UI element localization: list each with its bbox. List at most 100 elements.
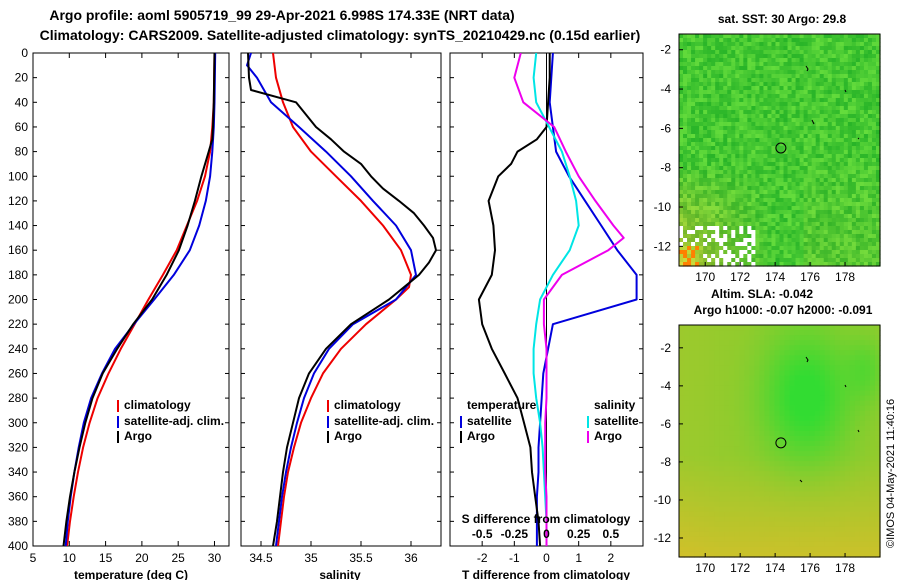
heatmap-cell xyxy=(844,471,851,477)
heatmap-cell xyxy=(851,162,857,167)
heatmap-cell xyxy=(731,226,736,231)
heatmap-cell xyxy=(874,536,881,543)
heatmap-cell xyxy=(863,54,869,59)
heatmap-cell xyxy=(679,501,685,508)
heatmap-cell xyxy=(871,226,877,231)
heatmap-cell xyxy=(809,531,816,538)
heatmap-cell xyxy=(743,194,748,199)
heatmap-cell xyxy=(709,345,715,351)
heatmap-cell xyxy=(839,102,845,107)
heatmap-cell xyxy=(727,86,732,91)
heatmap-cell xyxy=(687,170,692,175)
heatmap-cell xyxy=(694,350,700,356)
heatmap-cell xyxy=(815,78,821,83)
heatmap-cell xyxy=(719,146,724,151)
heatmap-cell xyxy=(831,138,837,143)
heatmap-cell xyxy=(711,250,716,255)
heatmap-cell xyxy=(769,546,776,553)
heatmap-cell xyxy=(751,246,756,251)
heatmap-cell xyxy=(804,405,811,412)
heatmap-cell xyxy=(719,110,724,115)
heatmap-cell xyxy=(814,546,821,553)
heatmap-cell xyxy=(814,446,821,452)
heatmap-cell xyxy=(731,158,736,163)
heatmap-cell xyxy=(715,218,720,223)
heatmap-cell xyxy=(779,526,786,533)
heatmap-cell xyxy=(863,122,869,127)
heatmap-cell xyxy=(859,531,866,538)
legend-label-satellite-adj: satellite-adj. clim. xyxy=(124,414,224,428)
heatmap-cell xyxy=(724,511,730,518)
heatmap-cell xyxy=(795,106,801,111)
heatmap-cell xyxy=(847,254,853,259)
heatmap-cell xyxy=(694,395,700,402)
heatmap-cell xyxy=(727,198,732,203)
heatmap-cell xyxy=(794,481,801,487)
heatmap-cell xyxy=(799,501,806,508)
heatmap-cell xyxy=(767,238,773,243)
heatmap-cell xyxy=(831,262,837,267)
heatmap-cell xyxy=(711,154,716,159)
heatmap-cell xyxy=(779,238,785,243)
heatmap-cell xyxy=(727,134,732,139)
heatmap-cell xyxy=(704,466,710,472)
heatmap-cell xyxy=(819,182,825,187)
heatmap-cell xyxy=(719,214,724,219)
heatmap-cell xyxy=(767,154,773,159)
heatmap-cell xyxy=(729,380,735,387)
heatmap-cell xyxy=(829,430,836,437)
heatmap-cell xyxy=(815,234,821,239)
heatmap-cell xyxy=(724,390,730,397)
heatmap-cell xyxy=(779,182,785,187)
heatmap-cell xyxy=(794,511,801,518)
heatmap-cell xyxy=(735,246,740,251)
heatmap-cell xyxy=(783,34,789,39)
heatmap-cell xyxy=(804,521,811,528)
heatmap-cell xyxy=(834,471,841,477)
heatmap-cell xyxy=(867,118,873,123)
heatmap-cell xyxy=(695,222,700,227)
heatmap-cell xyxy=(707,234,712,239)
heatmap-cell xyxy=(727,106,732,111)
heatmap-cell xyxy=(863,102,869,107)
heatmap-cell xyxy=(774,365,781,371)
heatmap-cell xyxy=(767,250,773,255)
heatmap-cell xyxy=(723,126,728,131)
heatmap-cell xyxy=(819,425,826,432)
heatmap-cell xyxy=(779,511,786,518)
heatmap-cell xyxy=(834,481,841,487)
heatmap-cell xyxy=(827,114,833,119)
heatmap-cell xyxy=(815,138,821,143)
heatmap-cell xyxy=(809,400,816,407)
heatmap-cell xyxy=(779,154,785,159)
series-line-salinity-satellite xyxy=(532,53,580,546)
heatmap-cell xyxy=(727,218,732,223)
heatmap-cell xyxy=(719,471,725,477)
heatmap-cell xyxy=(709,496,715,503)
heatmap-cell xyxy=(771,198,777,203)
heatmap-cell xyxy=(839,415,846,422)
heatmap-cell xyxy=(834,430,841,437)
heatmap-cell xyxy=(699,206,704,211)
heatmap-cell xyxy=(704,486,710,493)
heatmap-cell xyxy=(679,385,685,392)
heatmap-cell xyxy=(724,385,730,392)
heatmap-cell xyxy=(714,335,720,341)
heatmap-cell xyxy=(851,154,857,159)
heatmap-cell xyxy=(719,230,724,235)
heatmap-cell xyxy=(867,206,873,211)
heatmap-cell xyxy=(735,122,740,127)
heatmap-cell xyxy=(687,90,692,95)
heatmap-cell xyxy=(714,385,720,392)
heatmap-cell xyxy=(779,410,786,417)
heatmap-cell xyxy=(847,138,853,143)
heatmap-cell xyxy=(771,154,777,159)
heatmap-cell xyxy=(704,425,710,432)
heatmap-cell xyxy=(789,481,796,487)
heatmap-cell xyxy=(803,46,809,51)
heatmap-cell xyxy=(779,158,785,163)
heatmap-cell xyxy=(691,170,696,175)
heatmap-cell xyxy=(747,70,752,75)
heatmap-cell xyxy=(867,130,873,135)
heatmap-cell xyxy=(859,230,865,235)
